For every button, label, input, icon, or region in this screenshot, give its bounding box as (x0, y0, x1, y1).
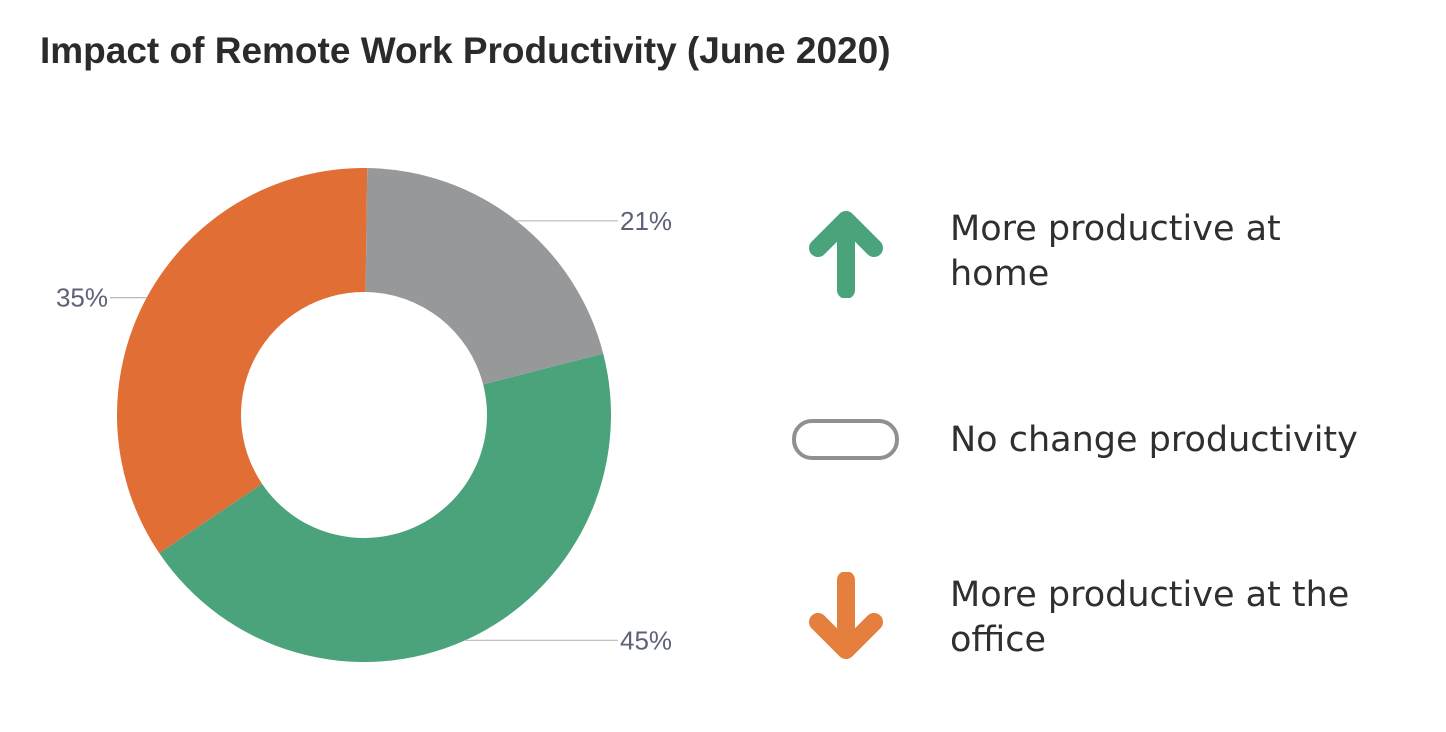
donut-slice-more-productive-at-the-office (117, 168, 368, 554)
legend-label-home: More productive at home (950, 209, 1281, 294)
percentage-labels: 45% 35% 21% (56, 206, 672, 655)
legend-item-home: More productive at home (790, 206, 1370, 298)
percentage-label: 21% (620, 206, 672, 236)
label-leader-lines (110, 220, 618, 641)
arrow-up-icon (790, 206, 902, 298)
percentage-label: 45% (620, 625, 672, 655)
neutral-pill-icon (790, 394, 902, 486)
legend-item-office: More productive at the office (790, 572, 1370, 664)
percentage-label: 35% (56, 283, 108, 313)
donut-slice-more-productive-at-home (159, 353, 611, 663)
arrow-down-icon (790, 572, 902, 664)
legend-label-no-change: No change productivity (950, 419, 1358, 460)
legend-item-no-change: No change productivity (790, 394, 1370, 486)
chart-title: Impact of Remote Work Productivity (June… (40, 30, 891, 71)
donut-slices (117, 168, 611, 663)
legend-label-office: More productive at the office (950, 575, 1350, 660)
donut-slice-no-change-productivity (365, 168, 604, 385)
donut-chart: 45% 35% 21% (56, 168, 672, 663)
